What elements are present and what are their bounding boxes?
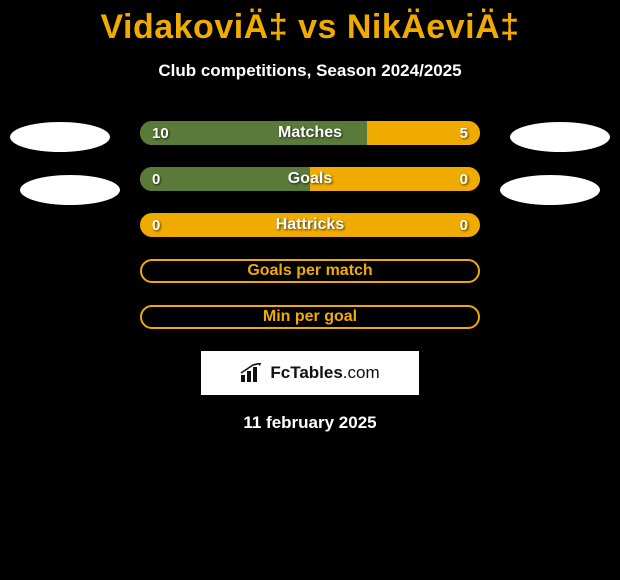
stat-label: Min per goal xyxy=(142,307,478,327)
stat-label: Matches xyxy=(140,121,480,145)
player-left-avatar xyxy=(10,122,110,152)
stat-value-right: 0 xyxy=(460,167,468,191)
stat-value-right: 5 xyxy=(460,121,468,145)
stat-row-goals: 0 Goals 0 xyxy=(140,167,480,191)
logo[interactable]: FcTables.com xyxy=(201,351,419,395)
page-title: VidakoviÄ‡ vs NikÄeviÄ‡ xyxy=(0,0,620,47)
player-left-avatar-2 xyxy=(20,175,120,205)
stat-row-hattricks: 0 Hattricks 0 xyxy=(140,213,480,237)
logo-text: FcTables.com xyxy=(270,363,379,383)
logo-suffix: .com xyxy=(343,363,380,382)
stat-row-gpm: Goals per match xyxy=(140,259,480,283)
stat-row-mpg: Min per goal xyxy=(140,305,480,329)
stat-label: Goals xyxy=(140,167,480,191)
logo-brand: FcTables xyxy=(270,363,342,382)
player-right-avatar xyxy=(510,122,610,152)
stat-bars: 10 Matches 5 0 Goals 0 0 Hattricks 0 Goa… xyxy=(140,121,480,329)
footer-date: 11 february 2025 xyxy=(0,413,620,433)
logo-chart-icon xyxy=(240,363,264,383)
player-right-avatar-2 xyxy=(500,175,600,205)
stat-row-matches: 10 Matches 5 xyxy=(140,121,480,145)
stat-value-right: 0 xyxy=(460,213,468,237)
stat-label: Goals per match xyxy=(142,261,478,281)
season-subtitle: Club competitions, Season 2024/2025 xyxy=(0,61,620,81)
stat-label: Hattricks xyxy=(140,213,480,237)
